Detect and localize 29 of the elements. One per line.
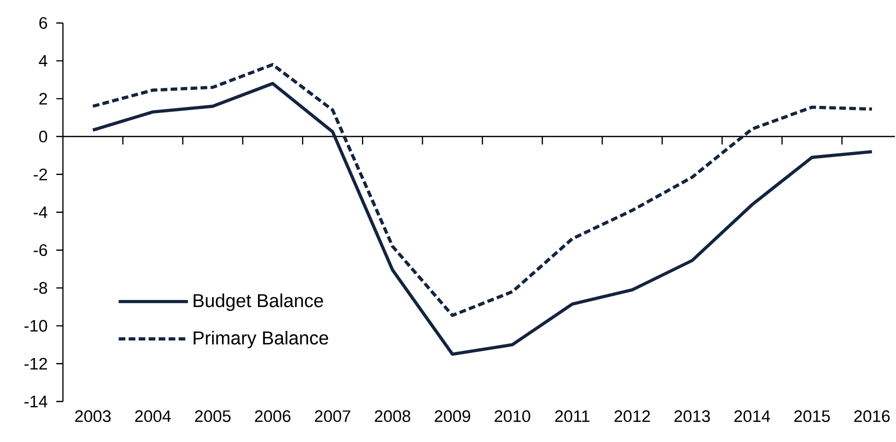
x-tick-label: 2011	[555, 410, 590, 422]
x-tick-label: 2009	[434, 410, 470, 422]
legend-label: Budget Balance	[194, 293, 323, 311]
x-tick-label: 2016	[854, 410, 890, 422]
x-tick-label: 2015	[794, 410, 830, 422]
x-tick-label: 2014	[734, 410, 770, 422]
y-tick-label: -10	[24, 320, 48, 332]
y-tick-label: -2	[34, 168, 47, 180]
y-tick-label: -12	[24, 358, 47, 370]
line-series	[91, 62, 874, 317]
x-tick-label: 2006	[254, 410, 290, 422]
x-tick-label: 2007	[314, 410, 350, 422]
y-tick-label: -14	[24, 396, 48, 408]
y-tick-label: 0	[39, 130, 48, 142]
legend-label: Primary Balance	[194, 330, 328, 348]
x-tick-label: 2010	[494, 410, 530, 422]
x-tick-label: 2008	[374, 410, 410, 422]
y-tick-label: 2	[39, 92, 47, 104]
x-tick-label: 2012	[614, 410, 650, 422]
x-tick-label: 2013	[674, 410, 710, 422]
line-series	[91, 82, 874, 356]
x-tick-label: 2004	[135, 410, 171, 422]
x-tick-label: 2005	[195, 410, 231, 422]
y-tick-label: 6	[39, 16, 48, 29]
y-tick-label: -6	[34, 244, 48, 256]
y-tick-label: -4	[34, 206, 48, 218]
y-tick-label: 4	[38, 54, 48, 66]
x-tick-label: 2003	[75, 410, 111, 422]
y-tick-label: -8	[34, 282, 48, 294]
